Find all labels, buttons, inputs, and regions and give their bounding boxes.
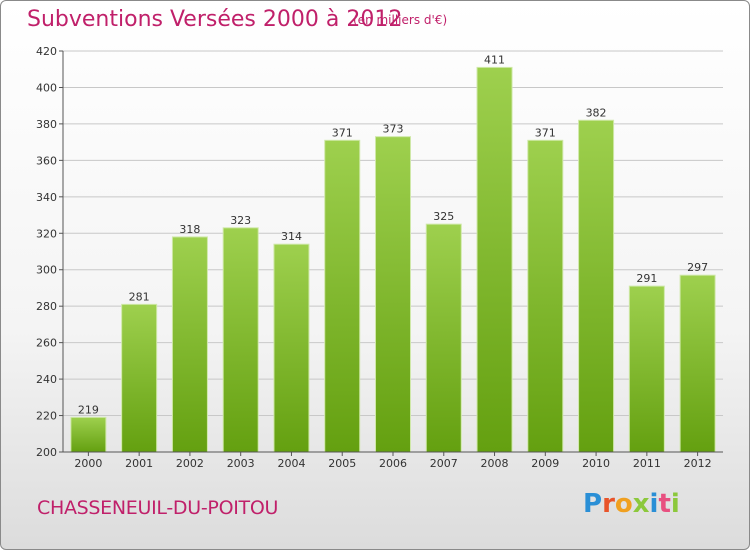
- chart-title: Subventions Versées 2000 à 2012: [27, 7, 403, 32]
- y-tick-label: 340: [36, 191, 57, 204]
- y-tick-label: 320: [36, 227, 57, 240]
- data-label-2001: 281: [129, 290, 150, 303]
- bar-2003: [222, 227, 259, 453]
- bar-2008: [476, 66, 513, 453]
- x-tick-label-2006: 2006: [379, 457, 407, 470]
- x-tick-label-2008: 2008: [481, 457, 509, 470]
- x-tick-label-2009: 2009: [531, 457, 559, 470]
- y-tick-label: 260: [36, 337, 57, 350]
- bar-2007: [425, 223, 462, 453]
- proxiti-logo[interactable]: Proxiti: [583, 489, 680, 519]
- data-label-2008: 411: [484, 53, 505, 66]
- y-tick-label: 280: [36, 300, 57, 313]
- x-tick-label-2011: 2011: [633, 457, 661, 470]
- chart-subtitle: (en milliers d'€): [353, 13, 448, 27]
- bar-2010: [578, 119, 615, 453]
- data-label-2012: 297: [687, 261, 708, 274]
- y-tick-label: 240: [36, 373, 57, 386]
- bar-2009: [527, 139, 564, 453]
- data-label-2005: 371: [332, 126, 353, 139]
- data-label-2003: 323: [230, 214, 251, 227]
- data-label-2011: 291: [636, 272, 657, 285]
- x-tick-label-2007: 2007: [430, 457, 458, 470]
- city-name: CHASSENEUIL-DU-POITOU: [37, 497, 279, 519]
- axis-layer: 200 220 240 260 280 300 320 340 360 380 400 420 2000…: [36, 45, 723, 470]
- x-tick-label-2010: 2010: [582, 457, 610, 470]
- bar-2012: [679, 274, 716, 453]
- y-tick-label: 420: [36, 45, 57, 58]
- bar-2001: [121, 303, 158, 453]
- data-label-2007: 325: [433, 210, 454, 223]
- x-tick-label-2002: 2002: [176, 457, 204, 470]
- x-tick-label-2003: 2003: [227, 457, 255, 470]
- y-tick-label: 300: [36, 264, 57, 277]
- y-tick-label: 220: [36, 410, 57, 423]
- y-tick-label: 360: [36, 154, 57, 167]
- bar-2004: [273, 243, 310, 453]
- data-label-2002: 318: [179, 223, 200, 236]
- x-tick-label-2012: 2012: [684, 457, 712, 470]
- data-label-2004: 314: [281, 230, 302, 243]
- bar-layer: 219 281 318 323 314 371 373 325 411 371 382 291 297: [70, 53, 716, 453]
- data-label-2006: 373: [383, 123, 404, 136]
- x-tick-label-2000: 2000: [74, 457, 102, 470]
- bar-2006: [375, 136, 411, 453]
- y-tick-label: 380: [36, 118, 57, 131]
- data-label-2000: 219: [78, 403, 99, 416]
- x-tick-label-2004: 2004: [277, 457, 305, 470]
- data-label-2010: 382: [586, 106, 607, 119]
- x-tick-label-2005: 2005: [328, 457, 356, 470]
- bar-2005: [324, 139, 361, 453]
- y-tick-label: 400: [36, 81, 57, 94]
- bar-2011: [628, 285, 665, 453]
- x-tick-label-2001: 2001: [125, 457, 153, 470]
- data-label-2009: 371: [535, 126, 556, 139]
- y-tick-label: 200: [36, 446, 57, 459]
- bar-2000: [70, 416, 107, 453]
- bar-2002: [171, 236, 208, 453]
